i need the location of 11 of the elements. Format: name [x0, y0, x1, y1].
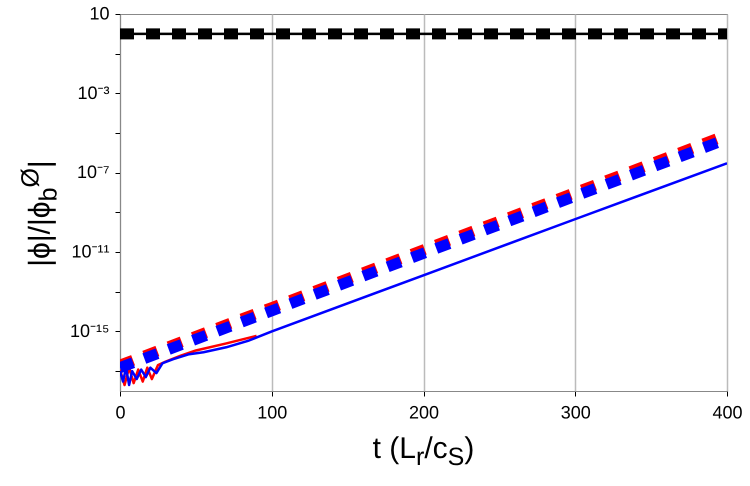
x-axis-title: t (L$_{r}$/c$_{S}$): [372, 432, 476, 472]
x-tick-label: 300: [560, 402, 591, 422]
y-tick-label: 10: [89, 4, 110, 24]
x-tick-label: 200: [408, 402, 440, 422]
y-tick-label: 10⁻³: [77, 82, 110, 103]
y-tick-label: 10⁻¹¹: [71, 242, 110, 262]
y-tick-label: 10⁻¹⁵: [70, 320, 110, 341]
x-tick-label: 400: [712, 402, 743, 422]
x-tick-label: 0: [115, 402, 126, 422]
y-tick-label: 10⁻⁷: [76, 162, 110, 182]
x-tick-label: 100: [257, 402, 288, 422]
